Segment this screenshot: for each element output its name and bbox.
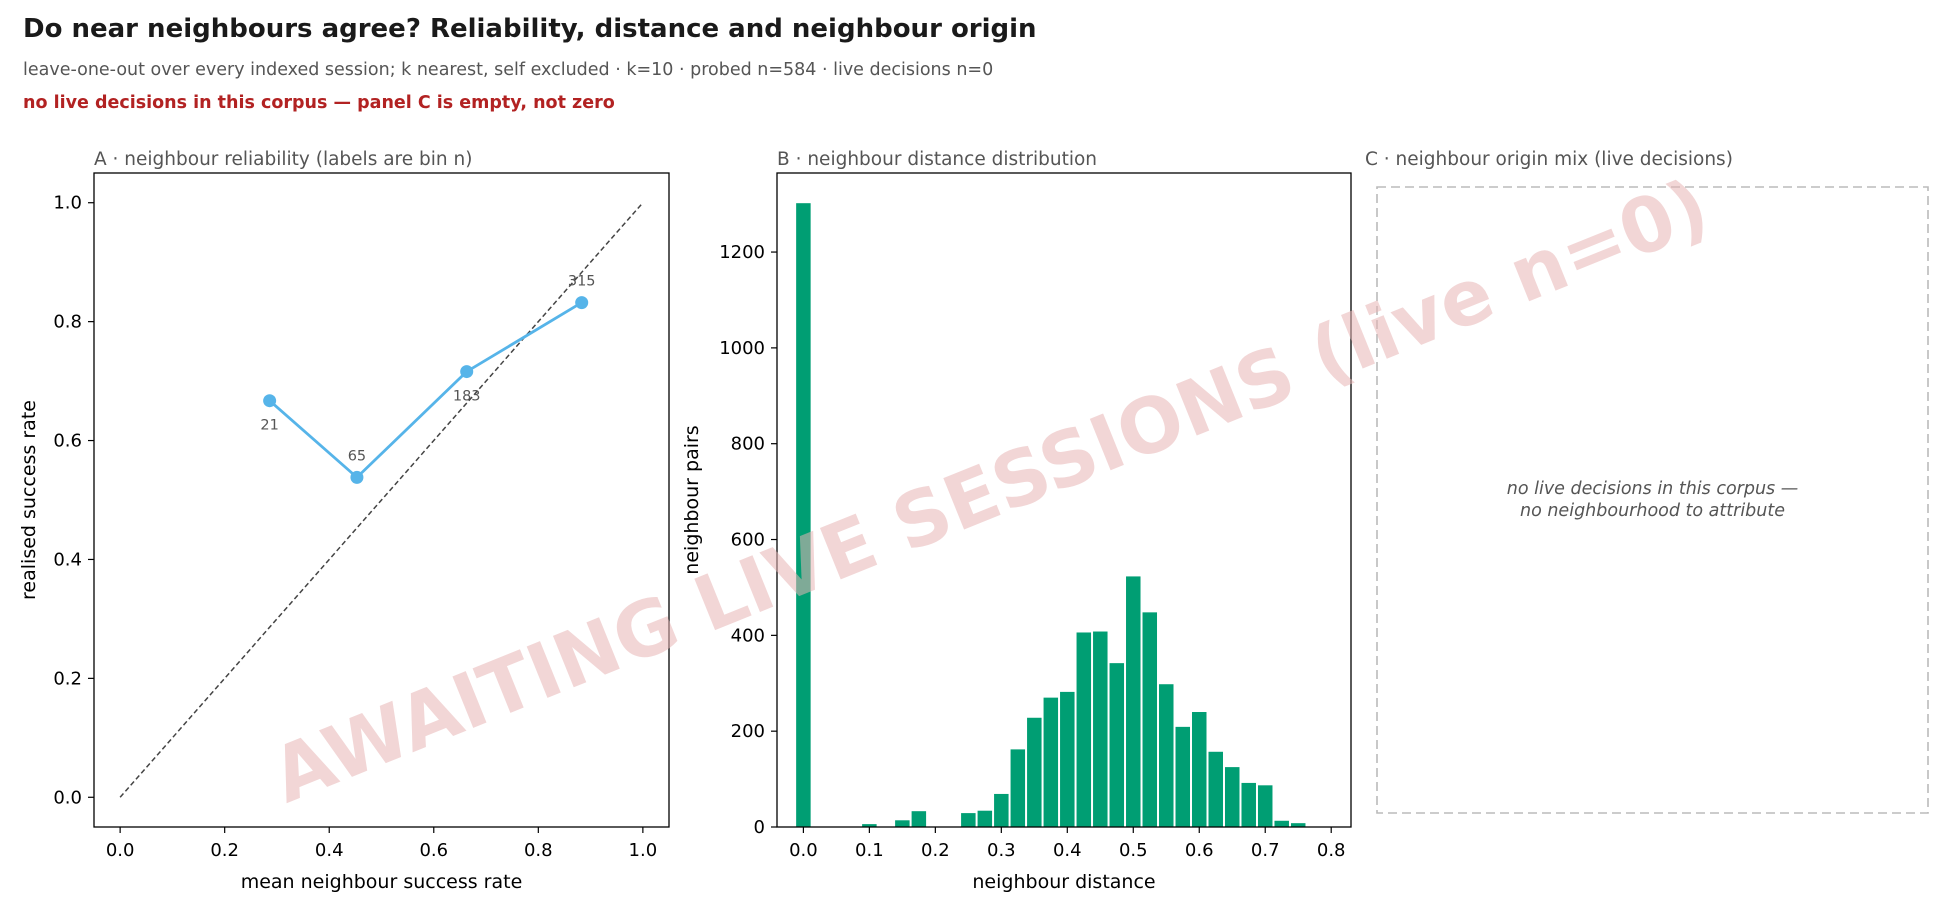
- panel-a-y-axis-label: realised success rate: [18, 400, 40, 600]
- panel-b-x-tick-label: 0.0: [789, 840, 818, 861]
- panel-b-histogram-bar: [1093, 631, 1108, 827]
- panel-b-y-tick-label: 0: [754, 817, 765, 838]
- watermark-awaiting-live-sessions: AWAITING LIVE SESSIONS (live n=0): [260, 161, 1721, 820]
- panel-b-histogram-bar: [1290, 823, 1306, 827]
- panel-b-histogram-bar: [994, 793, 1009, 827]
- panel-b-y-tick-label: 600: [731, 530, 765, 551]
- panel-b-histogram-bar: [1159, 684, 1174, 827]
- panel-b-title: B · neighbour distance distribution: [777, 149, 1097, 170]
- panel-b-x-tick-label: 0.4: [1053, 840, 1082, 861]
- panel-b-x-tick-label: 0.1: [855, 840, 884, 861]
- panel-a-reliability-point: [350, 470, 364, 484]
- panel-b-y-axis-label: neighbour pairs: [681, 425, 703, 574]
- panel-b-histogram-bar: [1076, 632, 1092, 827]
- panel-a-x-tick-label: 0.0: [106, 840, 135, 861]
- panel-b-histogram-bar: [1126, 576, 1141, 827]
- panel-b-histogram-bar: [1027, 717, 1042, 827]
- figure-title: Do near neighbours agree? Reliability, d…: [23, 14, 1037, 44]
- panel-b-histogram-bar: [1257, 785, 1273, 827]
- panel-b-x-tick-label: 0.5: [1119, 840, 1148, 861]
- panel-a-bin-n-label: 21: [260, 418, 278, 434]
- panel-b-frame: [776, 172, 1352, 828]
- panel-c-title: C · neighbour origin mix (live decisions…: [1365, 149, 1733, 170]
- panel-a-reliability-point: [460, 365, 474, 379]
- panel-a-bin-n-label: 183: [453, 389, 481, 405]
- panel-a-y-tick-label: 0.8: [53, 312, 82, 333]
- panel-b-histogram-bar: [862, 824, 877, 827]
- panel-b-histogram-bar: [1241, 782, 1256, 827]
- panel-b-histogram-bar: [1010, 749, 1026, 827]
- panel-b-x-axis-label: neighbour distance: [972, 871, 1155, 893]
- figure-warning: no live decisions in this corpus — panel…: [23, 93, 615, 113]
- panel-b-y-tick-label: 200: [731, 721, 765, 742]
- panel-c-empty-message-line2: no neighbourhood to attribute: [1520, 501, 1785, 521]
- panel-b-x-tick-label: 0.3: [987, 840, 1016, 861]
- panel-a-diagonal-reference: [119, 202, 644, 798]
- panel-b-histogram-bar: [911, 811, 927, 827]
- panel-a-x-tick-label: 0.2: [210, 840, 239, 861]
- panel-a-y-tick-label: 1.0: [53, 193, 82, 214]
- panel-a-y-tick-label: 0.0: [53, 787, 82, 808]
- panel-b-histogram-bar: [977, 810, 993, 827]
- panel-a-reliability-point: [575, 296, 589, 310]
- panel-b-histogram-bar: [1175, 726, 1191, 827]
- panel-b-x-tick-label: 0.6: [1185, 840, 1214, 861]
- panel-b-y-tick-label: 400: [731, 625, 765, 646]
- panel-b-histogram-bar: [895, 820, 910, 827]
- panel-c-empty-message-line1: no live decisions in this corpus —: [1507, 479, 1799, 499]
- panel-a-y-tick-label: 0.2: [53, 668, 82, 689]
- panel-b-y-tick-label: 1200: [719, 242, 765, 263]
- panel-b-histogram-bar: [796, 203, 811, 827]
- panel-a-x-tick-label: 0.4: [315, 840, 344, 861]
- panel-a-bin-n-label: 315: [568, 274, 596, 290]
- panel-b-histogram-bar: [1192, 712, 1207, 827]
- panel-b-histogram-bar: [1208, 751, 1223, 827]
- panel-a-reliability-line: [268, 301, 583, 480]
- panel-a-y-tick-label: 0.4: [53, 549, 82, 570]
- panel-b-x-tick-label: 0.7: [1251, 840, 1280, 861]
- panel-b-histogram-bar: [1060, 691, 1075, 827]
- panel-b-histogram-bar: [1274, 820, 1289, 827]
- panel-a-reliability-point: [263, 394, 277, 408]
- panel-b-histogram-bar: [1224, 767, 1240, 827]
- panel-a-x-axis-label: mean neighbour success rate: [241, 871, 523, 893]
- panel-b-histogram-bar: [1142, 612, 1158, 827]
- panel-a-x-tick-label: 0.6: [419, 840, 448, 861]
- panel-a-frame: [93, 172, 670, 828]
- panel-a-bin-n-label: 65: [348, 448, 366, 464]
- panel-b-x-tick-label: 0.8: [1317, 840, 1346, 861]
- panel-b-histogram-bar: [1043, 697, 1059, 827]
- panel-b-y-tick-label: 1000: [719, 338, 765, 359]
- panel-a-x-tick-label: 0.8: [524, 840, 553, 861]
- panel-b-histogram-bar: [1109, 663, 1125, 827]
- panel-b-y-tick-label: 800: [731, 434, 765, 455]
- panel-b-x-tick-label: 0.2: [921, 840, 950, 861]
- panel-a-title: A · neighbour reliability (labels are bi…: [94, 149, 472, 170]
- figure-subtitle: leave-one-out over every indexed session…: [23, 60, 994, 80]
- panel-a-y-tick-label: 0.6: [53, 431, 82, 452]
- panel-a-x-tick-label: 1.0: [629, 840, 658, 861]
- panel-b-histogram-bar: [961, 813, 976, 827]
